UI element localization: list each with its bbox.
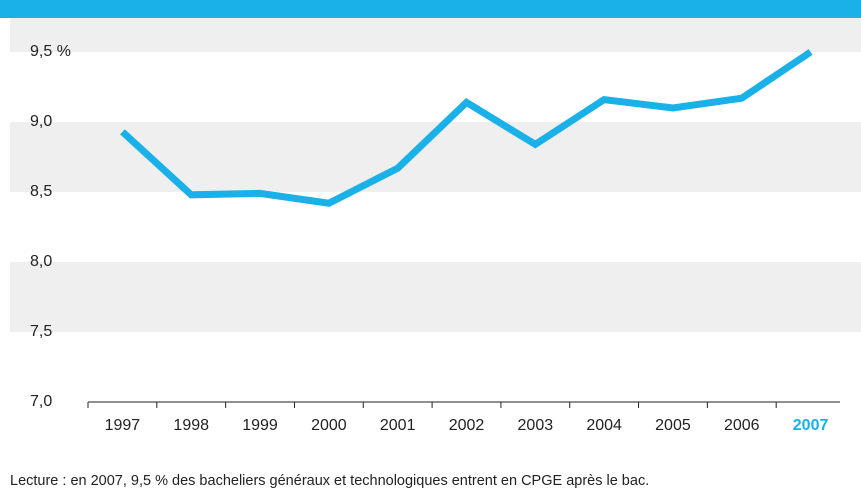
- y-tick-label: 7,5: [30, 323, 52, 340]
- y-tick-label: 9,0: [30, 113, 52, 130]
- y-tick-label: 8,5: [30, 183, 52, 200]
- x-tick-label: 2006: [724, 417, 760, 434]
- grid-band: [10, 18, 861, 52]
- x-tick-label: 2003: [518, 417, 554, 434]
- y-tick-label: 8,0: [30, 253, 52, 270]
- caption: Lecture : en 2007, 9,5 % des bacheliers …: [10, 473, 649, 489]
- x-tick-label: 1998: [173, 417, 209, 434]
- x-tick-label: 2002: [449, 417, 485, 434]
- x-tick-label: 2005: [655, 417, 691, 434]
- x-tick-label: 2001: [380, 417, 416, 434]
- y-tick-label: 7,0: [30, 393, 52, 410]
- line: [120, 49, 813, 207]
- top-bar: [0, 0, 861, 18]
- x-tick-label: 1999: [242, 417, 278, 434]
- x-tick-label: 1997: [105, 417, 141, 434]
- grid-band: [10, 262, 861, 332]
- x-tick-label: 2000: [311, 417, 347, 434]
- y-tick-label: 9,5 %: [30, 43, 71, 60]
- x-tick-label: 2007: [793, 417, 829, 434]
- x-tick-label: 2004: [586, 417, 622, 434]
